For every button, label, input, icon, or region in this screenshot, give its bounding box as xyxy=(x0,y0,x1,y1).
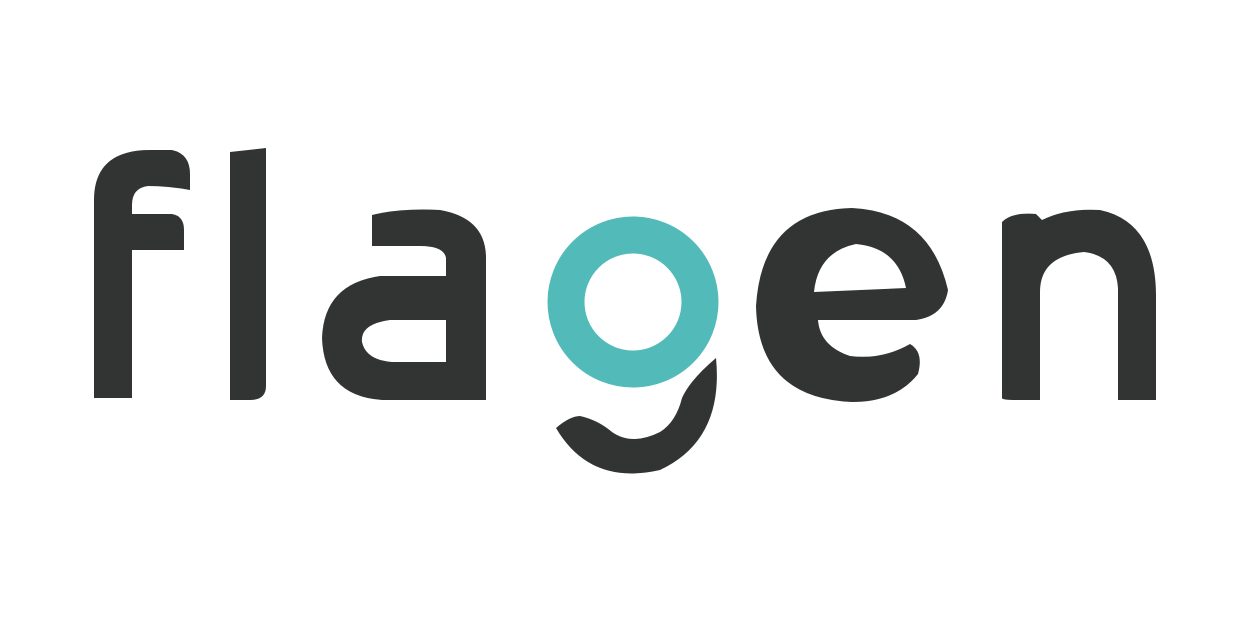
letter-f-crossbar xyxy=(132,214,184,250)
letter-l xyxy=(230,148,266,400)
letter-f xyxy=(94,150,190,398)
letter-g xyxy=(547,216,719,474)
letter-f-stem xyxy=(94,150,190,398)
letter-n xyxy=(1002,209,1156,400)
letter-g-ring xyxy=(547,216,719,388)
letter-a-bowl xyxy=(322,209,486,400)
letter-g-tail xyxy=(556,358,717,474)
letter-e xyxy=(756,208,948,402)
letter-a xyxy=(322,209,486,400)
